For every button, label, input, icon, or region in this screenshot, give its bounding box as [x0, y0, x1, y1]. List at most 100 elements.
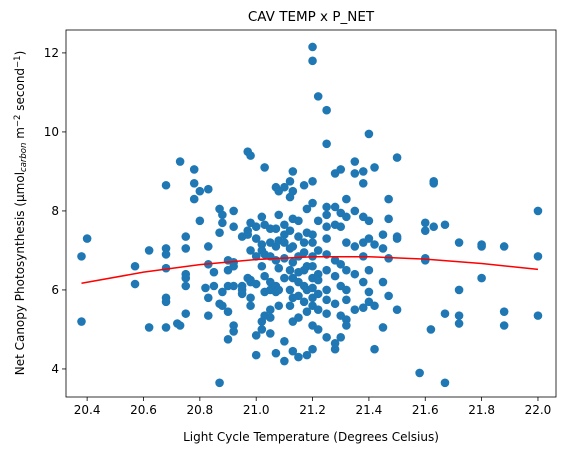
scatter-point [370, 240, 379, 249]
scatter-point [322, 139, 331, 149]
x-tick-label: 21.8 [468, 403, 495, 417]
scatter-point [313, 305, 323, 314]
scatter-point [454, 319, 464, 328]
scatter-point [181, 244, 191, 253]
scatter-point [378, 244, 388, 253]
scatter-point [294, 216, 303, 226]
scatter-point [229, 206, 238, 216]
scatter-point [181, 273, 191, 283]
scatter-point [161, 180, 171, 190]
y-axis-label-part: carbon [19, 143, 29, 172]
scatter-point [342, 321, 351, 330]
scatter-point [302, 350, 312, 360]
scatter-point [350, 206, 360, 216]
scatter-point [161, 263, 171, 273]
scatter-point [223, 335, 233, 344]
scatter-point [203, 311, 213, 320]
y-tick-label: 8 [51, 204, 59, 218]
scatter-point [271, 256, 281, 265]
scatter-point [358, 303, 368, 313]
scatter-point [274, 263, 284, 273]
scatter-point [415, 368, 424, 378]
scatter-point [271, 348, 281, 358]
scatter-point [378, 277, 388, 287]
scatter-point [342, 238, 351, 247]
scatter-point [313, 246, 323, 255]
scatter-point [257, 261, 267, 271]
scatter-point [308, 283, 317, 293]
scatter-point [330, 202, 340, 212]
y-axis-label: Net Canopy Photosynthesis (µmolcarbon m−… [13, 51, 29, 376]
scatter-point [426, 325, 436, 334]
chart-title: CAV TEMP x P_NET [248, 9, 375, 25]
scatter-point [454, 311, 464, 320]
scatter-point [364, 265, 374, 275]
x-tick-label: 21.0 [243, 403, 270, 417]
scatter-point [203, 184, 213, 194]
scatter-point [308, 177, 317, 186]
scatter-point [358, 277, 368, 287]
scatter-point [420, 218, 430, 228]
y-tick-label: 4 [51, 362, 59, 376]
scatter-point [454, 238, 464, 247]
scatter-point [308, 42, 317, 52]
scatter-point [384, 291, 393, 301]
scatter-point [280, 336, 289, 346]
scatter-point [350, 269, 360, 279]
scatter-point [302, 204, 312, 214]
scatter-point [209, 281, 219, 291]
scatter-point [251, 252, 261, 261]
scatter-point [181, 232, 191, 241]
scatter-point [195, 186, 205, 196]
scatter-point [330, 271, 340, 281]
scatter-point [533, 252, 543, 261]
scatter-point [280, 356, 289, 366]
scatter-point [370, 163, 379, 172]
scatter-point [350, 169, 360, 178]
x-axis-label: Light Cycle Temperature (Degrees Celsius… [183, 430, 439, 444]
scatter-point [384, 194, 393, 204]
scatter-point [215, 228, 224, 237]
scatter-point [313, 216, 323, 226]
scatter-point [229, 327, 238, 336]
scatter-point [364, 216, 374, 226]
scatter-point [288, 242, 298, 251]
scatter-point [322, 295, 331, 305]
scatter-point [322, 309, 331, 318]
scatter-point [260, 271, 269, 281]
plot-frame [65, 29, 557, 398]
scatter-point [342, 194, 351, 204]
scatter-point [251, 331, 261, 340]
scatter-point [130, 261, 140, 271]
scatter-point [195, 216, 205, 226]
scatter-point [392, 305, 402, 314]
scatter-point [420, 226, 430, 235]
scatter-point [288, 346, 298, 356]
scatter-point [229, 261, 238, 271]
scatter-point [218, 301, 227, 311]
scatter-point [189, 178, 199, 188]
scatter-point [260, 163, 269, 172]
scatter-point [308, 230, 317, 239]
y-axis-label-part: −2 [13, 115, 23, 128]
scatter-point [243, 230, 253, 239]
scatter-point [392, 153, 402, 162]
scatter-point [280, 273, 289, 283]
scatter-point [175, 321, 185, 330]
y-axis-label-part: −1 [13, 55, 23, 68]
scatter-point [364, 234, 374, 243]
scatter-point [477, 273, 486, 283]
scatter-point [271, 224, 281, 234]
scatter-point [288, 186, 298, 196]
scatter-point [274, 285, 284, 295]
scatter-point [144, 323, 154, 332]
scatter-point [533, 206, 543, 216]
scatter-point [322, 222, 331, 232]
scatter-point [294, 352, 303, 362]
scatter-point [322, 234, 331, 243]
scatter-point [251, 279, 261, 289]
scatter-point [308, 56, 317, 66]
scatter-point [342, 315, 351, 324]
scatter-point [336, 259, 346, 269]
